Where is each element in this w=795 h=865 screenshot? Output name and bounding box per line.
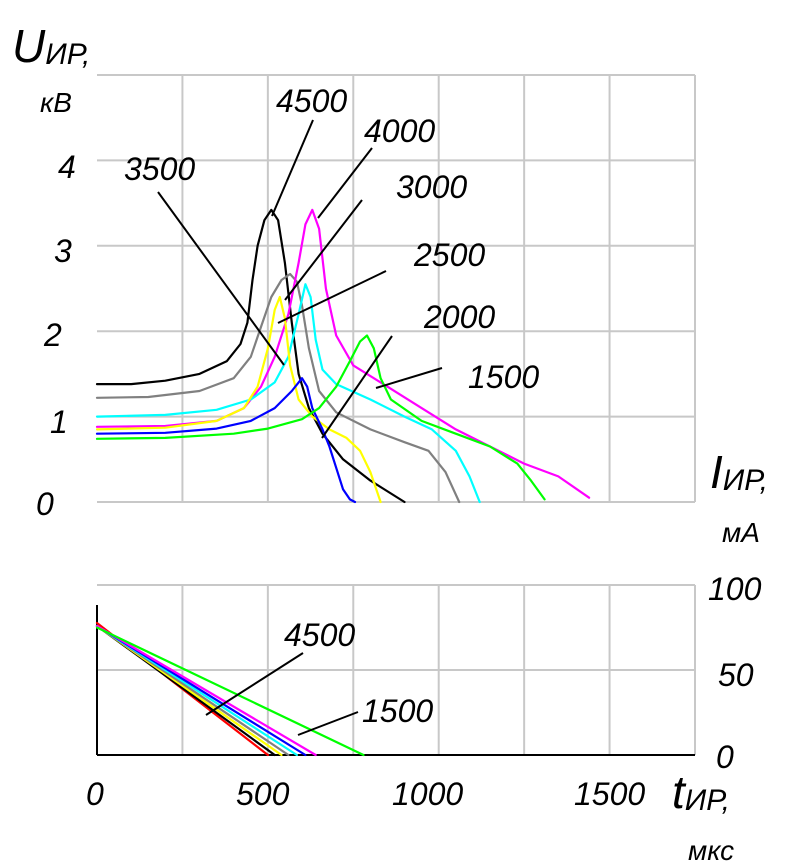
current-curve-1500 (95, 626, 365, 757)
current-curve-series-6 (95, 624, 317, 757)
series-label-3000: 3000 (396, 169, 467, 205)
leader-2500 (277, 270, 387, 324)
voltage-curve-3500 (95, 272, 461, 504)
series-label-2000: 2000 (423, 299, 495, 335)
leader-3500 (157, 191, 285, 366)
current-label-4500: 4500 (284, 617, 355, 653)
current-leaders (205, 652, 359, 736)
t-tick-1500: 1500 (574, 776, 645, 812)
i-tick-100: 100 (708, 571, 762, 607)
current-tick-labels: 100 50 0 (708, 571, 762, 775)
voltage-series-labels: 4500 4000 3500 3000 2500 2000 1500 (124, 83, 539, 395)
leader-4500 (271, 119, 314, 217)
current-curves (95, 621, 365, 757)
t-tick-500: 500 (236, 776, 290, 812)
t-tick-1000: 1000 (392, 776, 463, 812)
current-label-1500: 1500 (362, 693, 433, 729)
voltage-curves (95, 208, 591, 504)
time-tick-labels: 0 500 1000 1500 (86, 776, 645, 812)
series-label-3500: 3500 (124, 151, 195, 187)
t-axis-unit: мкс (688, 835, 734, 865)
leader-1500 (375, 367, 443, 389)
u-tick-3: 3 (54, 233, 72, 269)
leader-2000 (321, 335, 393, 439)
u-tick-2: 2 (43, 317, 62, 353)
series-label-4000: 4000 (364, 113, 435, 149)
leader-current-1500 (297, 711, 359, 736)
u-axis-title: UИР, (12, 20, 90, 72)
voltage-curve-3000 (95, 283, 481, 504)
voltage-curve-2000 (95, 377, 357, 504)
u-tick-4: 4 (58, 149, 76, 185)
u-tick-0: 0 (36, 486, 54, 522)
voltage-curve-2500 (95, 295, 382, 504)
current-series-labels: 4500 1500 (284, 617, 433, 729)
voltage-curve-1500 (95, 334, 546, 501)
series-label-4500: 4500 (276, 83, 347, 119)
current-grid (97, 584, 696, 755)
i-tick-50: 50 (718, 657, 754, 693)
series-label-1500: 1500 (468, 359, 539, 395)
i-axis-title: IИР, (710, 446, 768, 498)
leader-current-4500 (205, 652, 304, 716)
voltage-curve-4500 (95, 208, 406, 504)
t-tick-0: 0 (86, 776, 104, 812)
i-axis-unit: мА (722, 517, 760, 548)
u-tick-1: 1 (50, 404, 68, 440)
u-axis-unit: кВ (40, 87, 72, 118)
t-axis-title: tИР, (672, 766, 730, 818)
leader-3000 (284, 199, 363, 301)
i-tick-0: 0 (716, 739, 734, 775)
voltage-leaders (157, 119, 443, 439)
voltage-curve-4000 (95, 208, 591, 499)
voltage-tick-labels: 0 1 2 3 4 (36, 149, 76, 522)
leader-4000 (317, 147, 373, 219)
series-label-2500: 2500 (413, 237, 485, 273)
